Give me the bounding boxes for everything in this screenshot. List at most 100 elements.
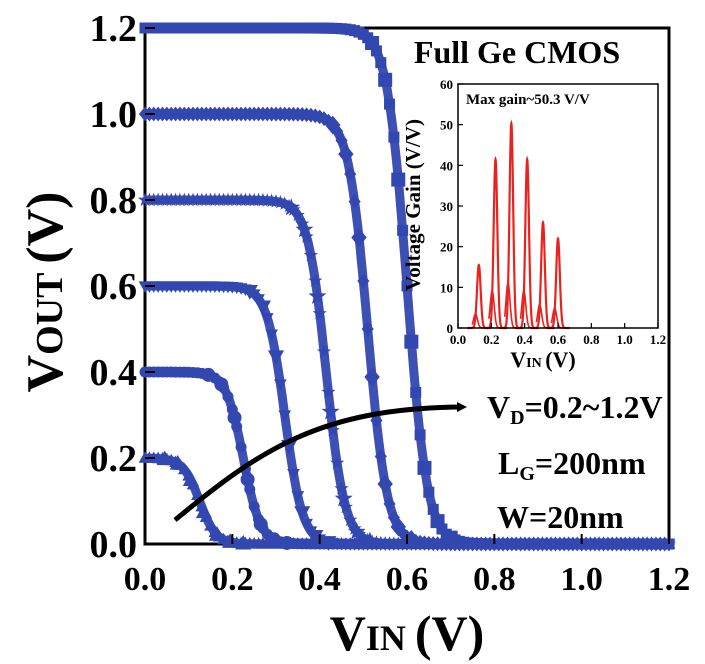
main-data-point xyxy=(334,481,349,495)
main-data-point xyxy=(303,248,318,262)
inset-axis-ticks: 0.0 0.2 0.4 0.6 0.8 1.0 1.2 0 10 20 30 40 50 60 xyxy=(440,77,666,347)
main-x-tick-label: 0.6 xyxy=(386,561,429,598)
main-data-point xyxy=(330,455,345,470)
main-data-point xyxy=(317,344,332,358)
main-data-point xyxy=(182,471,199,487)
main-data-point xyxy=(222,533,239,548)
main-x-axis-title: VIN (V) xyxy=(330,605,485,661)
inset-x-tick-label: 0.2 xyxy=(483,332,499,347)
inset-x-tick-label: 0.8 xyxy=(583,332,600,347)
inset-y-tick-label: 40 xyxy=(440,158,453,173)
main-data-point xyxy=(343,512,358,527)
main-data-point xyxy=(321,384,336,399)
main-data-point xyxy=(214,377,229,392)
main-data-point xyxy=(377,474,393,494)
main-data-point xyxy=(325,423,340,437)
main-data-point xyxy=(335,132,348,148)
main-data-point xyxy=(414,429,426,441)
inset-x-tick-label: 1.0 xyxy=(617,332,633,347)
main-data-point xyxy=(365,35,380,50)
inset-x-axis-title: VIN (V) xyxy=(510,347,576,372)
main-data-point xyxy=(254,300,271,316)
main-data-point xyxy=(209,526,226,541)
inset-background xyxy=(458,84,658,328)
main-data-point xyxy=(260,313,274,325)
main-data-point xyxy=(201,367,216,382)
main-data-point xyxy=(401,280,413,292)
main-data-point xyxy=(320,536,337,551)
main-data-point xyxy=(248,500,260,512)
lg-prefix: L xyxy=(498,445,519,481)
main-data-point xyxy=(274,379,287,391)
main-y-axis-title-spacer xyxy=(29,264,71,274)
main-data-point xyxy=(317,111,331,126)
main-x-tick-label: 1.2 xyxy=(648,561,691,598)
inset-y-tick-label: 0 xyxy=(447,321,454,336)
main-data-point xyxy=(321,402,340,420)
main-data-point xyxy=(278,410,292,422)
main-x-tick-label: 0.0 xyxy=(124,561,167,598)
main-chart: 0.0 0.2 0.4 0.6 0.8 1.0 1.2 0.0 0.2 0.4 0.6 0.8 1.0 1… xyxy=(17,8,690,661)
main-data-point xyxy=(290,207,305,222)
main-data-point xyxy=(410,386,422,398)
main-y-tick-label: 0.0 xyxy=(90,524,138,566)
vd-sub: D xyxy=(510,407,524,429)
main-data-point xyxy=(267,350,285,366)
main-data-point xyxy=(404,334,419,349)
inset-x-axis-title-main: V xyxy=(510,347,526,372)
inset-x-tick-label: 0.4 xyxy=(517,332,534,347)
main-data-point xyxy=(244,483,256,495)
inset-y-tick-label: 60 xyxy=(440,77,453,92)
main-data-point xyxy=(156,450,173,466)
inset-x-tick-label: 0.6 xyxy=(550,332,567,347)
inset-x-tick-label: 1.2 xyxy=(650,332,666,347)
inset-y-tick-label: 10 xyxy=(440,280,453,295)
main-data-point xyxy=(370,45,382,57)
vd-prefix: V xyxy=(487,389,510,425)
main-data-point xyxy=(227,410,242,425)
main-x-axis-title-spacer xyxy=(406,618,415,658)
main-data-point xyxy=(295,220,314,238)
main-axis-ticks: 0.0 0.2 0.4 0.6 0.8 1.0 1.2 0.0 0.2 0.4 0.6 0.8 1.0 1… xyxy=(90,8,691,598)
main-data-point xyxy=(240,472,255,487)
main-x-axis-title-main: V xyxy=(330,605,366,661)
inset-x-axis-title-sub: IN xyxy=(526,356,542,371)
main-data-point xyxy=(265,329,278,342)
main-data-point xyxy=(351,228,367,247)
main-data-point xyxy=(287,468,300,481)
inset-y-tick-label: 50 xyxy=(440,118,453,133)
main-data-point xyxy=(294,506,311,521)
main-data-point xyxy=(195,503,212,519)
main-data-point xyxy=(312,306,327,320)
inset-y-axis-title: Voltage Gain (V/V) xyxy=(401,119,425,291)
main-data-point xyxy=(361,321,374,337)
main-data-point xyxy=(344,166,357,182)
main-data-point xyxy=(388,131,400,143)
main-data-point xyxy=(348,194,361,209)
main-data-point xyxy=(378,72,393,87)
main-data-point xyxy=(357,273,370,289)
main-data-point xyxy=(253,517,268,532)
main-data-point xyxy=(169,454,186,470)
lg-sub: G xyxy=(519,463,535,485)
main-data-point xyxy=(423,486,435,498)
main-data-point xyxy=(374,449,387,464)
main-y-tick-label: 1.0 xyxy=(90,94,138,136)
main-x-tick-label: 0.2 xyxy=(211,561,254,598)
main-x-tick-label: 0.4 xyxy=(298,561,341,598)
main-data-point xyxy=(277,196,292,210)
main-data-point xyxy=(397,224,409,236)
lg-annotation: LG=200nm xyxy=(498,445,646,485)
inset-title: Max gain~50.3 V/V xyxy=(466,92,590,108)
main-data-point xyxy=(241,285,258,300)
main-data-point xyxy=(364,367,380,387)
main-data-point xyxy=(430,514,445,529)
main-y-axis-title-main: V xyxy=(17,355,74,393)
main-data-point xyxy=(308,286,327,304)
main-data-point xyxy=(391,172,406,187)
main-data-point xyxy=(338,499,353,514)
main-y-axis-title: VOUT (V) xyxy=(17,192,74,393)
main-x-axis-title-sub: IN xyxy=(366,618,406,658)
inset-x-tick-label: 0.0 xyxy=(450,332,466,347)
